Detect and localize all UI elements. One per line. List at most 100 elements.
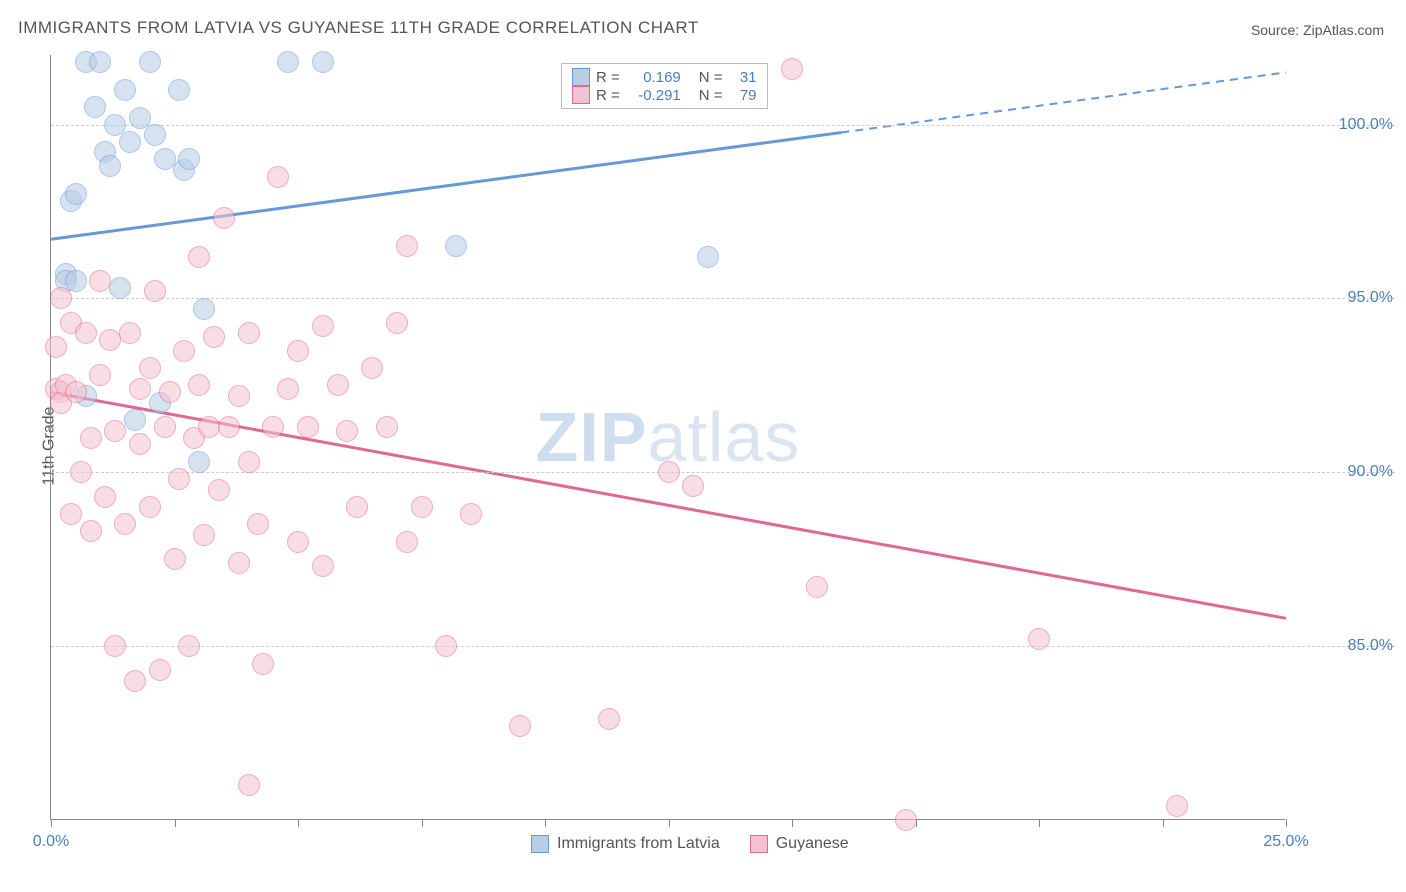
scatter-point: [168, 79, 190, 101]
scatter-point: [327, 374, 349, 396]
scatter-point: [80, 520, 102, 542]
scatter-point: [460, 503, 482, 525]
scatter-point: [139, 51, 161, 73]
r-label: R =: [596, 69, 620, 86]
x-tick: [1286, 819, 1287, 827]
scatter-point: [144, 124, 166, 146]
n-label: N =: [699, 69, 723, 86]
trend-lines: [51, 55, 1285, 819]
scatter-point: [361, 357, 383, 379]
scatter-point: [119, 131, 141, 153]
scatter-point: [682, 475, 704, 497]
scatter-point: [218, 416, 240, 438]
x-tick: [669, 819, 670, 827]
scatter-point: [114, 513, 136, 535]
scatter-point: [129, 378, 151, 400]
y-tick-label: 90.0%: [1348, 463, 1393, 481]
scatter-point: [346, 496, 368, 518]
scatter-point: [139, 357, 161, 379]
plot-area: ZIPatlas 85.0%90.0%95.0%100.0%0.0%25.0%R…: [50, 55, 1285, 820]
scatter-point: [99, 155, 121, 177]
scatter-point: [84, 96, 106, 118]
source-label: Source: ZipAtlas.com: [1251, 22, 1384, 38]
scatter-point: [45, 336, 67, 358]
x-tick: [792, 819, 793, 827]
scatter-point: [396, 235, 418, 257]
scatter-point: [697, 246, 719, 268]
series-name: Guyanese: [776, 835, 849, 853]
scatter-point: [188, 246, 210, 268]
scatter-point: [312, 315, 334, 337]
scatter-point: [435, 635, 457, 657]
scatter-point: [247, 513, 269, 535]
scatter-point: [658, 461, 680, 483]
gridline-h: [51, 472, 1395, 473]
legend-item: Guyanese: [750, 835, 849, 853]
scatter-point: [312, 555, 334, 577]
scatter-point: [509, 715, 531, 737]
x-tick: [175, 819, 176, 827]
scatter-point: [75, 322, 97, 344]
scatter-point: [168, 468, 190, 490]
scatter-point: [154, 148, 176, 170]
scatter-point: [89, 364, 111, 386]
scatter-point: [1166, 795, 1188, 817]
scatter-point: [228, 385, 250, 407]
scatter-point: [287, 531, 309, 553]
x-tick-label: 25.0%: [1263, 833, 1308, 851]
scatter-point: [139, 496, 161, 518]
scatter-point: [238, 322, 260, 344]
scatter-point: [198, 416, 220, 438]
gridline-h: [51, 646, 1395, 647]
scatter-point: [376, 416, 398, 438]
scatter-point: [124, 670, 146, 692]
scatter-point: [149, 659, 171, 681]
scatter-point: [312, 51, 334, 73]
scatter-point: [203, 326, 225, 348]
x-tick: [51, 819, 52, 827]
scatter-point: [178, 148, 200, 170]
series-name: Immigrants from Latvia: [557, 835, 720, 853]
scatter-point: [598, 708, 620, 730]
scatter-point: [114, 79, 136, 101]
legend-swatch: [572, 68, 590, 86]
y-tick-label: 95.0%: [1348, 289, 1393, 307]
r-value: -0.291: [626, 87, 681, 104]
scatter-point: [267, 166, 289, 188]
series-legend: Immigrants from Latvia Guyanese: [531, 835, 849, 853]
scatter-point: [252, 653, 274, 675]
y-tick-label: 85.0%: [1348, 637, 1393, 655]
x-tick: [545, 819, 546, 827]
r-value: 0.169: [626, 69, 681, 86]
x-tick: [422, 819, 423, 827]
scatter-point: [262, 416, 284, 438]
scatter-point: [154, 416, 176, 438]
scatter-point: [277, 51, 299, 73]
scatter-point: [806, 576, 828, 598]
scatter-point: [178, 635, 200, 657]
y-tick-label: 100.0%: [1339, 116, 1393, 134]
legend-swatch: [572, 86, 590, 104]
scatter-point: [287, 340, 309, 362]
scatter-point: [119, 322, 141, 344]
scatter-point: [65, 381, 87, 403]
legend-row: R = 0.169 N = 31: [572, 68, 757, 86]
legend-swatch: [531, 835, 549, 853]
scatter-point: [386, 312, 408, 334]
legend-row: R =-0.291N =79: [572, 86, 757, 104]
scatter-point: [89, 51, 111, 73]
scatter-point: [99, 329, 121, 351]
watermark-bold: ZIP: [536, 398, 648, 476]
scatter-point: [65, 270, 87, 292]
scatter-point: [208, 479, 230, 501]
scatter-point: [228, 552, 250, 574]
scatter-point: [895, 809, 917, 831]
chart-title: IMMIGRANTS FROM LATVIA VS GUYANESE 11TH …: [18, 18, 699, 38]
scatter-point: [188, 374, 210, 396]
x-tick: [298, 819, 299, 827]
scatter-point: [124, 409, 146, 431]
scatter-point: [164, 548, 186, 570]
scatter-point: [129, 433, 151, 455]
n-value: 31: [729, 69, 757, 86]
scatter-point: [445, 235, 467, 257]
